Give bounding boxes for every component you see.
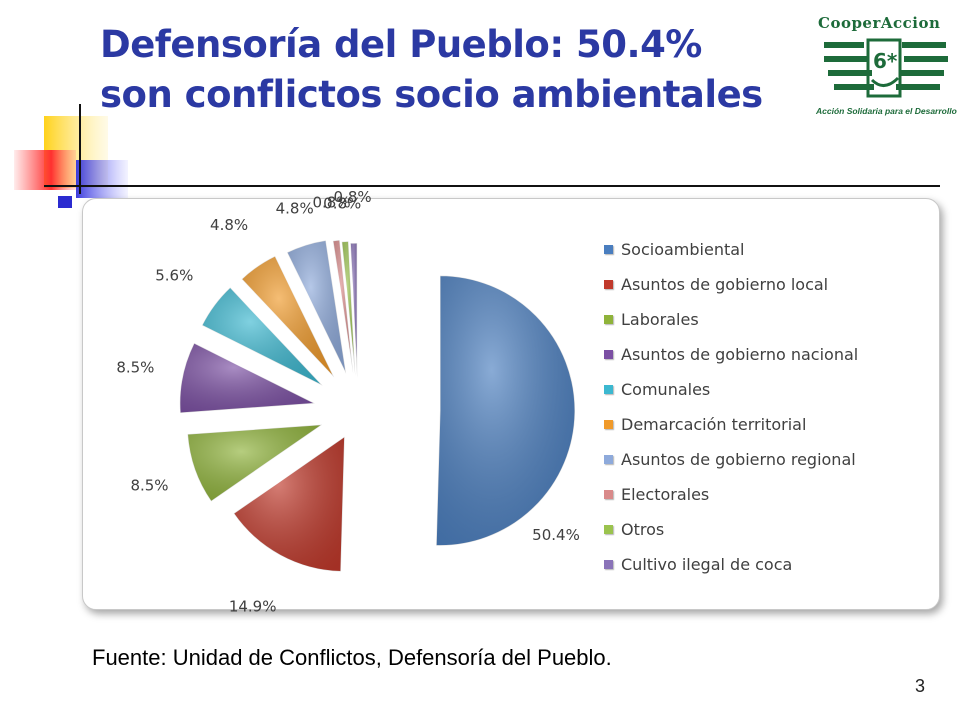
pie-label-otros: 0.8% [323,195,361,213]
legend-label-laborales: Laborales [621,310,699,329]
legend-item-socioambiental: Socioambiental [604,232,858,267]
pie-label-electorales: 0.8% [312,194,350,212]
logo-emblem-icon: 6* [824,38,948,98]
legend-label-electorales: Electorales [621,485,710,504]
pie-slice-shading-asuntos-de-gobierno-local [233,436,345,572]
legend-label-socioambiental: Socioambiental [621,240,745,259]
pie-slice-shading-asuntos-de-gobierno-nacional [179,343,315,413]
pie-label-cultivo-ilegal-de-coca: 0.8% [334,188,372,206]
pie-slice-shading-demarcacion-territorial [241,256,335,378]
legend-label-demarcacion-territorial: Demarcación territorial [621,415,807,434]
title-line-1: Defensoría del Pueblo: 50.4% [100,23,702,66]
pie-label-asuntos-de-gobierno-regional: 4.8% [276,200,314,218]
cooperaccion-logo: CooperAccion 6* Acción Solidaria para el… [808,10,958,128]
legend-swatch-demarcacion-territorial [604,420,613,429]
title-line-2: son conflictos socio ambientales [100,73,763,116]
pie-label-socioambiental: 50.4% [532,526,580,544]
legend-swatch-laborales [604,315,613,324]
legend-label-asuntos-de-gobierno-regional: Asuntos de gobierno regional [621,450,856,469]
pie-slice-shading-socioambiental [436,275,575,546]
legend-label-asuntos-de-gobierno-nacional: Asuntos de gobierno nacional [621,345,859,364]
logo-name: CooperAccion [818,14,941,32]
legend-label-comunales: Comunales [621,380,711,399]
legend-item-comunales: Comunales [604,372,858,407]
legend-item-cultivo-ilegal-de-coca: Cultivo ilegal de coca [604,547,858,582]
legend-item-asuntos-de-gobierno-local: Asuntos de gobierno local [604,267,858,302]
legend-label-cultivo-ilegal-de-coca: Cultivo ilegal de coca [621,555,793,574]
pie-label-demarcacion-territorial: 4.8% [210,216,248,234]
legend-swatch-asuntos-de-gobierno-nacional [604,350,613,359]
pie-slice-shading-asuntos-de-gobierno-regional [287,240,347,374]
legend-swatch-asuntos-de-gobierno-local [604,280,613,289]
pie-slice-shading-cultivo-ilegal-de-coca [350,243,358,379]
pie-label-laborales: 8.5% [130,476,168,494]
legend-swatch-socioambiental [604,245,613,254]
legend-item-laborales: Laborales [604,302,858,337]
pie-slice-shading-comunales [201,287,323,386]
pie-slice-shading-electorales [332,239,354,375]
pie-label-asuntos-de-gobierno-local: 14.9% [229,597,277,615]
pie-slice-shading-otros [341,241,356,377]
legend-label-otros: Otros [621,520,665,539]
chart-legend: Socioambiental Asuntos de gobierno local L… [604,232,858,582]
legend-item-asuntos-de-gobierno-regional: Asuntos de gobierno regional [604,442,858,477]
slide-title: Defensoría del Pueblo: 50.4% son conflic… [100,20,800,120]
pie-slice-shading-laborales [187,424,323,502]
legend-swatch-asuntos-de-gobierno-regional [604,455,613,464]
legend-swatch-otros [604,525,613,534]
pie-label-comunales: 5.6% [155,266,193,284]
legend-swatch-cultivo-ilegal-de-coca [604,560,613,569]
logo-tagline: Acción Solidaria para el Desarrollo [816,106,957,116]
legend-swatch-comunales [604,385,613,394]
source-note: Fuente: Unidad de Conflictos, Defensoría… [92,645,612,670]
legend-item-demarcacion-territorial: Demarcación territorial [604,407,858,442]
page-number: 3 [915,676,926,696]
pie-label-asuntos-de-gobierno-nacional: 8.5% [116,359,154,377]
legend-swatch-electorales [604,490,613,499]
legend-item-electorales: Electorales [604,477,858,512]
decorative-corner-graphic [14,104,940,208]
svg-text:6*: 6* [873,49,898,73]
legend-label-asuntos-de-gobierno-local: Asuntos de gobierno local [621,275,829,294]
legend-item-asuntos-de-gobierno-nacional: Asuntos de gobierno nacional [604,337,858,372]
legend-item-otros: Otros [604,512,858,547]
